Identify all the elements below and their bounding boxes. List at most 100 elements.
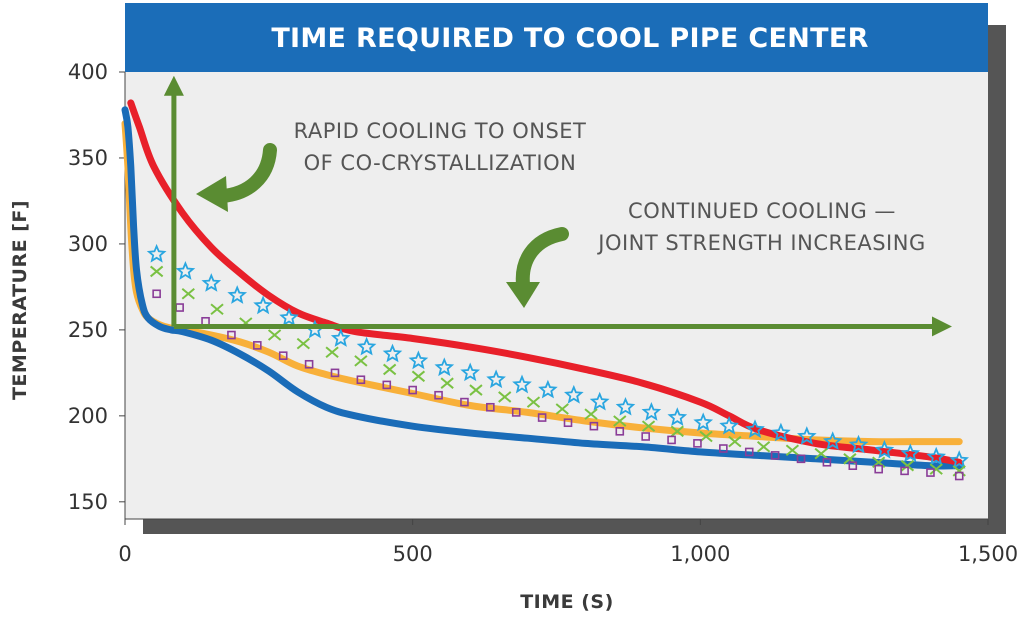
star-marker: [589, 391, 610, 411]
y-tick-label: 250: [68, 318, 108, 342]
star-marker: [330, 328, 351, 347]
star-marker: [848, 434, 869, 454]
x-tick-label: 0: [118, 542, 131, 566]
cross-marker: [814, 447, 828, 460]
x-tick-label: 1,000: [670, 542, 730, 566]
cross-marker: [267, 329, 282, 341]
annotation-rapid-line-1: RAPID COOLING TO ONSET: [294, 119, 587, 143]
star-marker: [279, 307, 299, 327]
star-marker: [667, 407, 688, 426]
cross-marker: [150, 265, 164, 278]
series-line-blue: [121, 106, 963, 470]
square-marker: [874, 464, 883, 474]
square-marker: [278, 351, 288, 360]
star-marker: [900, 443, 921, 462]
cross-marker: [526, 396, 541, 408]
annotation-continued-line-2: JOINT STRENGTH INCREASING: [596, 231, 925, 255]
square-marker: [537, 413, 547, 422]
x-tick-label: 1,500: [958, 542, 1018, 566]
square-marker: [848, 461, 858, 471]
cross-marker: [210, 303, 224, 316]
star-marker: [615, 397, 636, 416]
star-marker: [563, 384, 584, 404]
cross-marker: [555, 403, 569, 415]
y-axis-ticks: 150 200 250 300 350 400: [68, 60, 125, 514]
square-marker: [434, 390, 443, 400]
rapid-cooling-callout-arrow: [196, 143, 277, 212]
continued-cooling-callout-arrow: [506, 227, 569, 308]
square-marker: [796, 454, 806, 464]
star-marker: [227, 285, 248, 304]
square-marker: [460, 397, 469, 407]
star-marker: [822, 431, 843, 451]
square-marker: [304, 359, 314, 369]
square-marker: [356, 375, 366, 385]
cross-marker: [641, 420, 656, 432]
star-marker: [253, 295, 273, 315]
x-tick-label: 500: [393, 542, 433, 566]
star-marker: [356, 336, 377, 356]
square-marker: [744, 447, 754, 457]
star-marker: [796, 426, 817, 445]
star-marker: [926, 446, 947, 466]
square-marker: [615, 427, 625, 436]
star-marker: [641, 402, 662, 421]
square-marker: [227, 330, 236, 340]
y-axis-title: TEMPERATURE [F]: [9, 200, 31, 400]
y-tick-label: 150: [68, 490, 108, 514]
square-marker: [719, 444, 728, 453]
square-marker: [900, 466, 909, 476]
star-marker: [146, 243, 167, 263]
star-marker: [771, 422, 791, 442]
square-marker: [511, 408, 521, 417]
cross-marker: [469, 384, 483, 396]
cross-marker: [900, 459, 915, 472]
cross-marker: [411, 370, 426, 383]
cross-marker: [613, 415, 627, 427]
star-marker: [434, 357, 455, 377]
square-marker: [822, 457, 832, 467]
star-marker: [538, 379, 558, 399]
square-marker: [330, 368, 340, 378]
cross-marker: [756, 441, 771, 453]
square-marker: [770, 451, 780, 460]
cross-marker: [670, 425, 684, 438]
star-marker: [719, 415, 739, 435]
star-marker: [201, 273, 222, 292]
cross-marker: [929, 463, 943, 475]
star-marker: [408, 350, 429, 370]
square-marker: [954, 471, 964, 481]
square-marker: [641, 432, 650, 441]
y-tick-label: 350: [68, 146, 108, 170]
square-marker: [382, 380, 392, 390]
cross-marker: [699, 430, 713, 443]
cross-marker: [584, 408, 598, 420]
star-marker: [949, 450, 969, 469]
cross-marker: [498, 391, 512, 403]
cross-marker: [181, 288, 195, 300]
square-marker: [408, 385, 417, 395]
square-marker: [253, 341, 262, 350]
square-marker: [589, 421, 599, 431]
star-marker: [512, 374, 532, 394]
square-marker: [926, 468, 935, 477]
square-marker: [693, 439, 702, 448]
star-marker: [460, 362, 481, 382]
square-marker: [563, 418, 573, 428]
guide-arrows: [163, 75, 952, 337]
square-marker: [486, 402, 495, 412]
cross-marker: [354, 355, 368, 367]
annotation-continued-line-1: CONTINUED COOLING —: [628, 199, 896, 223]
star-marker: [745, 419, 765, 439]
star-marker: [382, 343, 403, 363]
cross-marker: [383, 363, 397, 376]
annotation-rapid-line-2: OF CO-CRYSTALLIZATION: [304, 151, 577, 175]
x-axis-ticks: 0 500 1,000 1,500: [118, 519, 1018, 566]
series-markers: [146, 243, 969, 481]
cross-marker: [325, 346, 339, 359]
cross-marker: [785, 444, 800, 456]
square-marker: [152, 289, 161, 299]
chart-title: TIME REQUIRED TO COOL PIPE CENTER: [271, 23, 868, 54]
star-marker: [175, 261, 196, 280]
